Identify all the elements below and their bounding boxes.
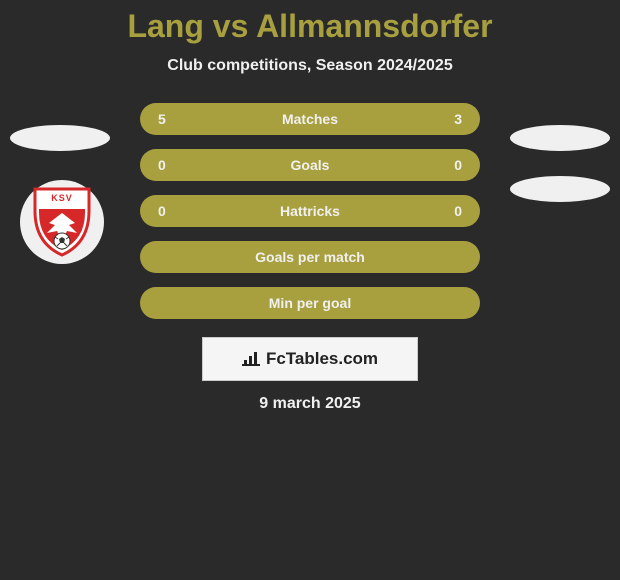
- stat-label: Matches: [166, 111, 454, 127]
- infographic-date: 9 march 2025: [0, 395, 620, 413]
- stat-right-value: 0: [454, 203, 462, 219]
- stat-right-value: 0: [454, 157, 462, 173]
- branding-box: FcTables.com: [202, 337, 418, 381]
- club-left-shield: KSV: [31, 187, 93, 257]
- player-left-photo-placeholder: [10, 125, 110, 151]
- stat-row-hattricks: 0 Hattricks 0: [140, 195, 480, 227]
- player-right-photo-placeholder: [510, 125, 610, 151]
- stat-left-value: 0: [158, 157, 166, 173]
- stat-left-value: 5: [158, 111, 166, 127]
- comparison-subtitle: Club competitions, Season 2024/2025: [0, 57, 620, 75]
- stat-label: Hattricks: [166, 203, 454, 219]
- stat-label: Goals: [166, 157, 454, 173]
- stat-row-min-per-goal: Min per goal: [140, 287, 480, 319]
- stat-row-goals: 0 Goals 0: [140, 149, 480, 181]
- bar-chart-icon: [242, 352, 260, 366]
- stat-label: Min per goal: [158, 295, 462, 311]
- stat-label: Goals per match: [158, 249, 462, 265]
- stat-right-value: 3: [454, 111, 462, 127]
- stat-row-goals-per-match: Goals per match: [140, 241, 480, 273]
- branding-text: FcTables.com: [266, 349, 378, 369]
- club-left-badge-label: KSV: [31, 193, 93, 203]
- club-left-badge: KSV: [20, 180, 104, 264]
- stat-left-value: 0: [158, 203, 166, 219]
- stat-row-matches: 5 Matches 3: [140, 103, 480, 135]
- club-right-logo-placeholder: [510, 176, 610, 202]
- comparison-title: Lang vs Allmannsdorfer: [0, 8, 620, 45]
